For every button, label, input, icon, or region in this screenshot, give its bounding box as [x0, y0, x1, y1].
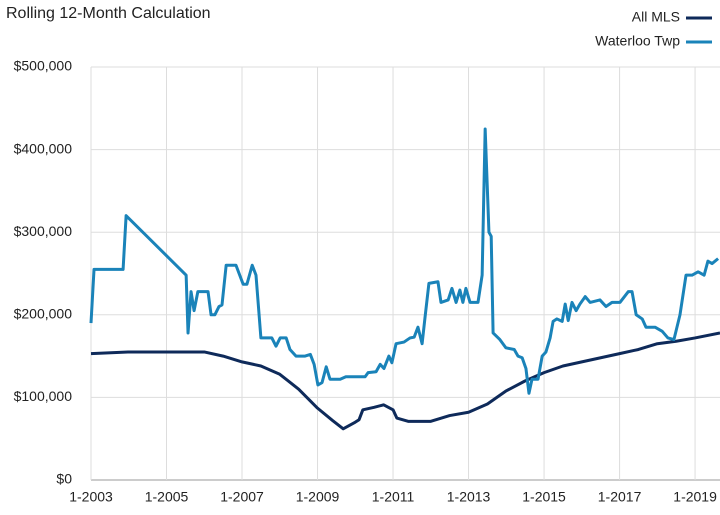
- y-tick-label: $300,000: [14, 223, 73, 239]
- line-series: [90, 331, 720, 431]
- x-tick-label: 1-2003: [69, 489, 113, 505]
- y-tick-label: $200,000: [14, 306, 73, 322]
- line-series: [89, 127, 720, 395]
- x-tick-label: 1-2007: [220, 489, 264, 505]
- y-tick-label: $500,000: [14, 58, 73, 74]
- x-tick-label: 1-2017: [598, 489, 642, 505]
- legend-label: Waterloo Twp: [595, 33, 680, 49]
- chart-title: Rolling 12-Month Calculation: [6, 5, 211, 22]
- y-tick-label: $100,000: [14, 388, 73, 404]
- x-tick-label: 1-2013: [447, 489, 491, 505]
- x-tick-label: 1-2011: [372, 489, 415, 505]
- x-tick-label: 1-2019: [673, 489, 717, 505]
- y-tick-label: $0: [56, 471, 72, 487]
- y-tick-label: $400,000: [14, 140, 73, 156]
- legend-label: All MLS: [632, 9, 680, 25]
- x-tick-label: 1-2015: [522, 489, 566, 505]
- x-tick-label: 1-2009: [296, 489, 340, 505]
- x-tick-label: 1-2005: [145, 489, 189, 505]
